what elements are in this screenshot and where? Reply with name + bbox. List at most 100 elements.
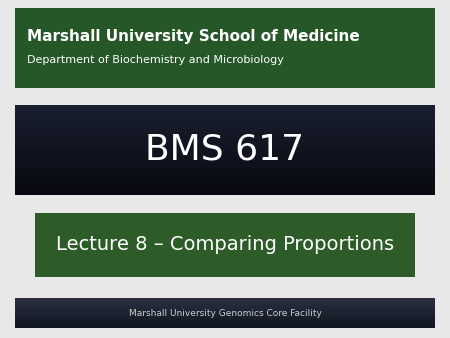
- Bar: [15, 110, 435, 111]
- Bar: [15, 150, 435, 151]
- Bar: [15, 157, 435, 158]
- Bar: [15, 134, 435, 136]
- Bar: [15, 184, 435, 185]
- Bar: [15, 179, 435, 180]
- Bar: [15, 130, 435, 131]
- Bar: [15, 306, 435, 307]
- Bar: [15, 312, 435, 313]
- Bar: [15, 155, 435, 157]
- Bar: [15, 186, 435, 187]
- Bar: [15, 143, 435, 144]
- Bar: [15, 106, 435, 107]
- Bar: [15, 327, 435, 328]
- Bar: [15, 115, 435, 116]
- Text: Marshall University School of Medicine: Marshall University School of Medicine: [27, 28, 360, 44]
- Bar: [15, 192, 435, 193]
- Bar: [15, 111, 435, 112]
- Bar: [15, 141, 435, 142]
- Bar: [15, 189, 435, 191]
- Bar: [15, 129, 435, 130]
- Bar: [15, 301, 435, 302]
- Bar: [15, 160, 435, 161]
- Bar: [15, 326, 435, 327]
- Bar: [15, 175, 435, 176]
- Bar: [15, 127, 435, 129]
- Bar: [15, 311, 435, 312]
- Bar: [15, 114, 435, 115]
- Bar: [15, 318, 435, 319]
- Bar: [15, 8, 435, 88]
- Bar: [15, 165, 435, 166]
- Bar: [15, 185, 435, 186]
- Bar: [15, 171, 435, 172]
- Bar: [15, 193, 435, 194]
- Bar: [15, 124, 435, 125]
- Bar: [15, 307, 435, 308]
- Bar: [15, 191, 435, 192]
- Bar: [15, 152, 435, 153]
- Bar: [15, 136, 435, 137]
- Bar: [15, 142, 435, 143]
- Bar: [15, 304, 435, 305]
- Bar: [15, 324, 435, 325]
- Bar: [15, 162, 435, 164]
- Bar: [15, 187, 435, 188]
- Bar: [15, 149, 435, 150]
- Bar: [15, 321, 435, 322]
- Bar: [15, 172, 435, 174]
- Bar: [15, 313, 435, 314]
- Bar: [15, 133, 435, 134]
- Bar: [15, 105, 435, 106]
- Bar: [15, 174, 435, 175]
- Bar: [15, 137, 435, 138]
- Bar: [15, 108, 435, 110]
- Bar: [15, 169, 435, 170]
- Bar: [15, 166, 435, 167]
- Bar: [15, 309, 435, 310]
- Bar: [15, 148, 435, 149]
- Bar: [15, 139, 435, 140]
- Bar: [15, 303, 435, 304]
- Bar: [15, 116, 435, 117]
- Bar: [15, 322, 435, 323]
- Bar: [15, 316, 435, 317]
- Bar: [15, 120, 435, 121]
- Bar: [15, 183, 435, 184]
- Bar: [15, 298, 435, 299]
- Bar: [15, 168, 435, 169]
- Bar: [15, 131, 435, 132]
- Bar: [15, 300, 435, 301]
- Text: Marshall University Genomics Core Facility: Marshall University Genomics Core Facili…: [129, 309, 321, 317]
- Bar: [15, 194, 435, 195]
- Bar: [15, 178, 435, 179]
- Bar: [15, 107, 435, 108]
- Bar: [15, 302, 435, 303]
- Text: Department of Biochemistry and Microbiology: Department of Biochemistry and Microbiol…: [27, 55, 284, 65]
- Bar: [15, 140, 435, 141]
- Bar: [15, 147, 435, 148]
- Bar: [15, 314, 435, 315]
- Text: Lecture 8 – Comparing Proportions: Lecture 8 – Comparing Proportions: [56, 236, 394, 255]
- Bar: [15, 310, 435, 311]
- Bar: [15, 325, 435, 326]
- Bar: [15, 319, 435, 320]
- Bar: [15, 117, 435, 119]
- Bar: [15, 153, 435, 154]
- Bar: [15, 121, 435, 122]
- Bar: [15, 125, 435, 126]
- Bar: [15, 112, 435, 113]
- Bar: [15, 158, 435, 159]
- Bar: [15, 159, 435, 160]
- Bar: [15, 305, 435, 306]
- Bar: [15, 123, 435, 124]
- Bar: [15, 317, 435, 318]
- Bar: [15, 151, 435, 152]
- Bar: [35, 213, 415, 277]
- Bar: [15, 164, 435, 165]
- Bar: [15, 113, 435, 114]
- Bar: [15, 188, 435, 189]
- Bar: [15, 177, 435, 178]
- Bar: [15, 161, 435, 162]
- Bar: [15, 119, 435, 120]
- Bar: [15, 145, 435, 147]
